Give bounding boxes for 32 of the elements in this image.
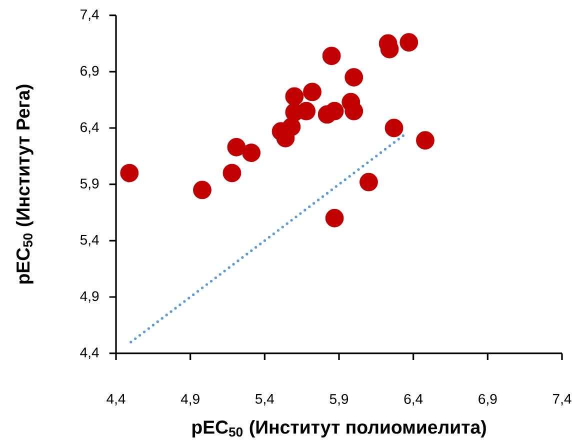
point xyxy=(222,164,242,182)
x-tick-label: 4,4 xyxy=(106,394,126,406)
point xyxy=(400,33,418,52)
x-tick-label: 4,9 xyxy=(180,394,200,406)
y-tick-label: 4,4 xyxy=(80,348,99,360)
point xyxy=(360,172,378,192)
point xyxy=(325,208,344,228)
x-tick-label: 5,4 xyxy=(256,394,274,406)
y-tick-label: 7,4 xyxy=(80,10,99,22)
y-tick-label: 6,4 xyxy=(80,122,99,134)
point xyxy=(344,68,364,86)
point xyxy=(227,138,246,156)
y-tick-label: 5,9 xyxy=(80,178,99,190)
point xyxy=(285,87,304,106)
point xyxy=(242,144,260,162)
point xyxy=(303,82,322,102)
y-tick-label: 5,4 xyxy=(80,234,99,246)
point xyxy=(282,118,301,136)
point xyxy=(120,164,139,182)
y-tick-label: 4,9 xyxy=(80,291,99,303)
x-tick-label: 7,4 xyxy=(552,394,572,406)
point xyxy=(325,102,344,120)
x-tick-label: 6,4 xyxy=(404,394,423,406)
y-axis-title: pEC$_{50}$ (Институт Рега) xyxy=(16,84,34,284)
point xyxy=(322,46,341,66)
y-tick-label: 6,9 xyxy=(80,66,99,78)
x-axis-title: pEC$_{50}$ (Институт полиомиелита) xyxy=(192,420,486,438)
point xyxy=(416,131,434,150)
point xyxy=(193,180,212,200)
point xyxy=(384,118,404,138)
x-tick-label: 5,9 xyxy=(330,394,348,406)
x-tick-label: 6,9 xyxy=(478,394,497,406)
